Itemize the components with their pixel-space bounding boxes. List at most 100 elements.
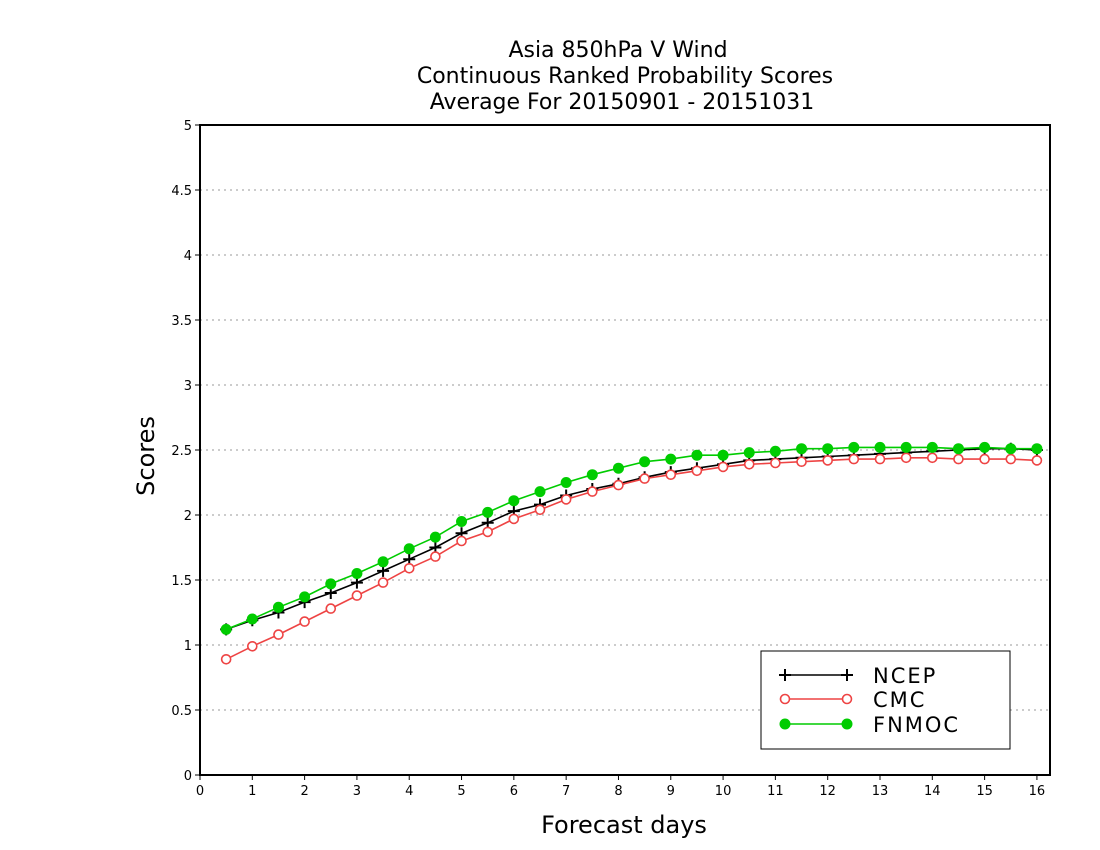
- x-tick-label: 1: [248, 784, 256, 799]
- legend-marker-ncep: [841, 669, 853, 681]
- data-point-cmc: [377, 577, 389, 588]
- data-point-cmc: [273, 629, 284, 640]
- x-tick-label: 4: [405, 784, 413, 799]
- legend-marker-cmc: [779, 693, 791, 705]
- data-point-cmc: [430, 551, 441, 562]
- data-point-cmc: [796, 456, 807, 468]
- data-point-fnmoc: [639, 456, 651, 468]
- x-tick-label: 12: [819, 784, 836, 799]
- x-tick-label: 15: [976, 784, 993, 799]
- y-tick-label: 4.5: [171, 184, 192, 199]
- y-tick-label: 1: [184, 639, 192, 654]
- legend-item-fnmoc: FNMOC: [779, 713, 960, 737]
- x-tick-label: 10: [715, 784, 732, 799]
- data-point-fnmoc: [612, 462, 624, 474]
- data-point-fnmoc: [534, 486, 546, 498]
- x-tick-label: 13: [872, 784, 889, 799]
- legend-marker-fnmoc: [841, 718, 853, 730]
- data-point-cmc: [743, 458, 755, 470]
- data-point-fnmoc: [743, 447, 755, 459]
- data-point-cmc: [1005, 453, 1017, 465]
- data-point-fnmoc: [979, 441, 991, 453]
- data-point-fnmoc: [769, 445, 781, 457]
- legend-marker-fnmoc: [779, 718, 791, 730]
- x-tick-label: 14: [924, 784, 941, 799]
- x-tick-label: 2: [300, 784, 308, 799]
- legend-label-cmc: CMC: [873, 688, 926, 712]
- x-axis-label: Forecast days: [541, 811, 707, 839]
- legend-marker-cmc: [841, 693, 853, 705]
- legend-marker-ncep: [779, 669, 791, 681]
- data-point-fnmoc: [560, 477, 572, 488]
- data-point-fnmoc: [665, 453, 677, 465]
- data-point-cmc: [691, 465, 703, 477]
- title-line-3: Average For 20150901 - 20151031: [430, 90, 815, 115]
- data-point-cmc: [351, 590, 363, 601]
- data-point-cmc: [717, 461, 729, 473]
- data-point-fnmoc: [900, 441, 912, 453]
- data-point-fnmoc: [403, 543, 415, 555]
- data-point-cmc: [822, 455, 833, 466]
- data-point-cmc: [508, 513, 520, 525]
- data-point-fnmoc: [325, 578, 337, 590]
- data-point-fnmoc: [351, 568, 363, 579]
- y-tick-label: 0.5: [171, 704, 192, 719]
- data-point-cmc: [1031, 455, 1043, 466]
- title-line-1: Asia 850hPa V Wind: [508, 38, 727, 63]
- data-point-fnmoc: [429, 531, 441, 543]
- data-point-fnmoc: [299, 591, 311, 603]
- axis-ticks: 00.511.522.533.544.550 1 2 3 4 5 6 7 8 9 10 11 12 13 1…: [171, 119, 1045, 799]
- series-line-fnmoc: [225, 446, 1037, 631]
- data-point-fnmoc: [874, 441, 886, 453]
- data-point-fnmoc: [508, 495, 520, 507]
- legend-box: [760, 650, 1011, 750]
- data-point-fnmoc: [1031, 443, 1043, 455]
- data-point-cmc: [848, 453, 860, 465]
- series-ncep: [220, 442, 1043, 636]
- data-point-fnmoc: [691, 449, 703, 461]
- data-point-cmc: [874, 453, 886, 465]
- data-point-cmc: [482, 526, 493, 538]
- data-point-cmc: [534, 504, 546, 516]
- data-point-cmc: [403, 562, 415, 574]
- y-tick-label: 3: [184, 379, 192, 394]
- data-point-cmc: [979, 453, 990, 465]
- legend-label-fnmoc: FNMOC: [873, 713, 960, 737]
- data-point-cmc: [665, 469, 677, 481]
- y-axis-label: Scores: [132, 416, 160, 496]
- data-point-fnmoc: [272, 601, 284, 613]
- data-point-cmc: [639, 473, 650, 484]
- x-tick-label: 7: [562, 784, 570, 799]
- data-point-fnmoc: [1005, 443, 1017, 455]
- data-point-fnmoc: [586, 469, 598, 481]
- legend-label-ncep: NCEP: [873, 664, 937, 688]
- gridlines: [200, 189, 1050, 711]
- x-tick-label: 6: [510, 784, 518, 799]
- data-point-cmc: [247, 640, 258, 652]
- data-point-fnmoc: [926, 441, 938, 453]
- data-point-fnmoc: [246, 613, 258, 625]
- y-tick-label: 0: [184, 769, 192, 784]
- y-tick-label: 1.5: [171, 574, 192, 589]
- data-point-cmc: [927, 452, 938, 464]
- legend-item-cmc: CMC: [779, 688, 926, 712]
- series-layer: [220, 441, 1043, 665]
- data-point-fnmoc: [456, 516, 468, 527]
- data-point-cmc: [770, 457, 781, 469]
- y-tick-label: 5: [184, 119, 192, 134]
- series-cmc: [220, 452, 1043, 665]
- data-point-fnmoc: [952, 443, 964, 455]
- data-point-cmc: [953, 453, 964, 465]
- data-point-cmc: [613, 479, 624, 491]
- x-tick-label: 0: [196, 784, 204, 799]
- legend-item-ncep: NCEP: [779, 664, 937, 688]
- data-point-cmc: [900, 452, 912, 464]
- plot-frame: [199, 124, 1051, 776]
- chart-title: Asia 850hPa V Wind Continuous Ranked Pro…: [417, 38, 833, 115]
- series-line-cmc: [225, 456, 1037, 661]
- x-tick-label: 8: [614, 784, 622, 799]
- x-tick-label: 16: [1029, 784, 1046, 799]
- data-point-cmc: [325, 603, 337, 614]
